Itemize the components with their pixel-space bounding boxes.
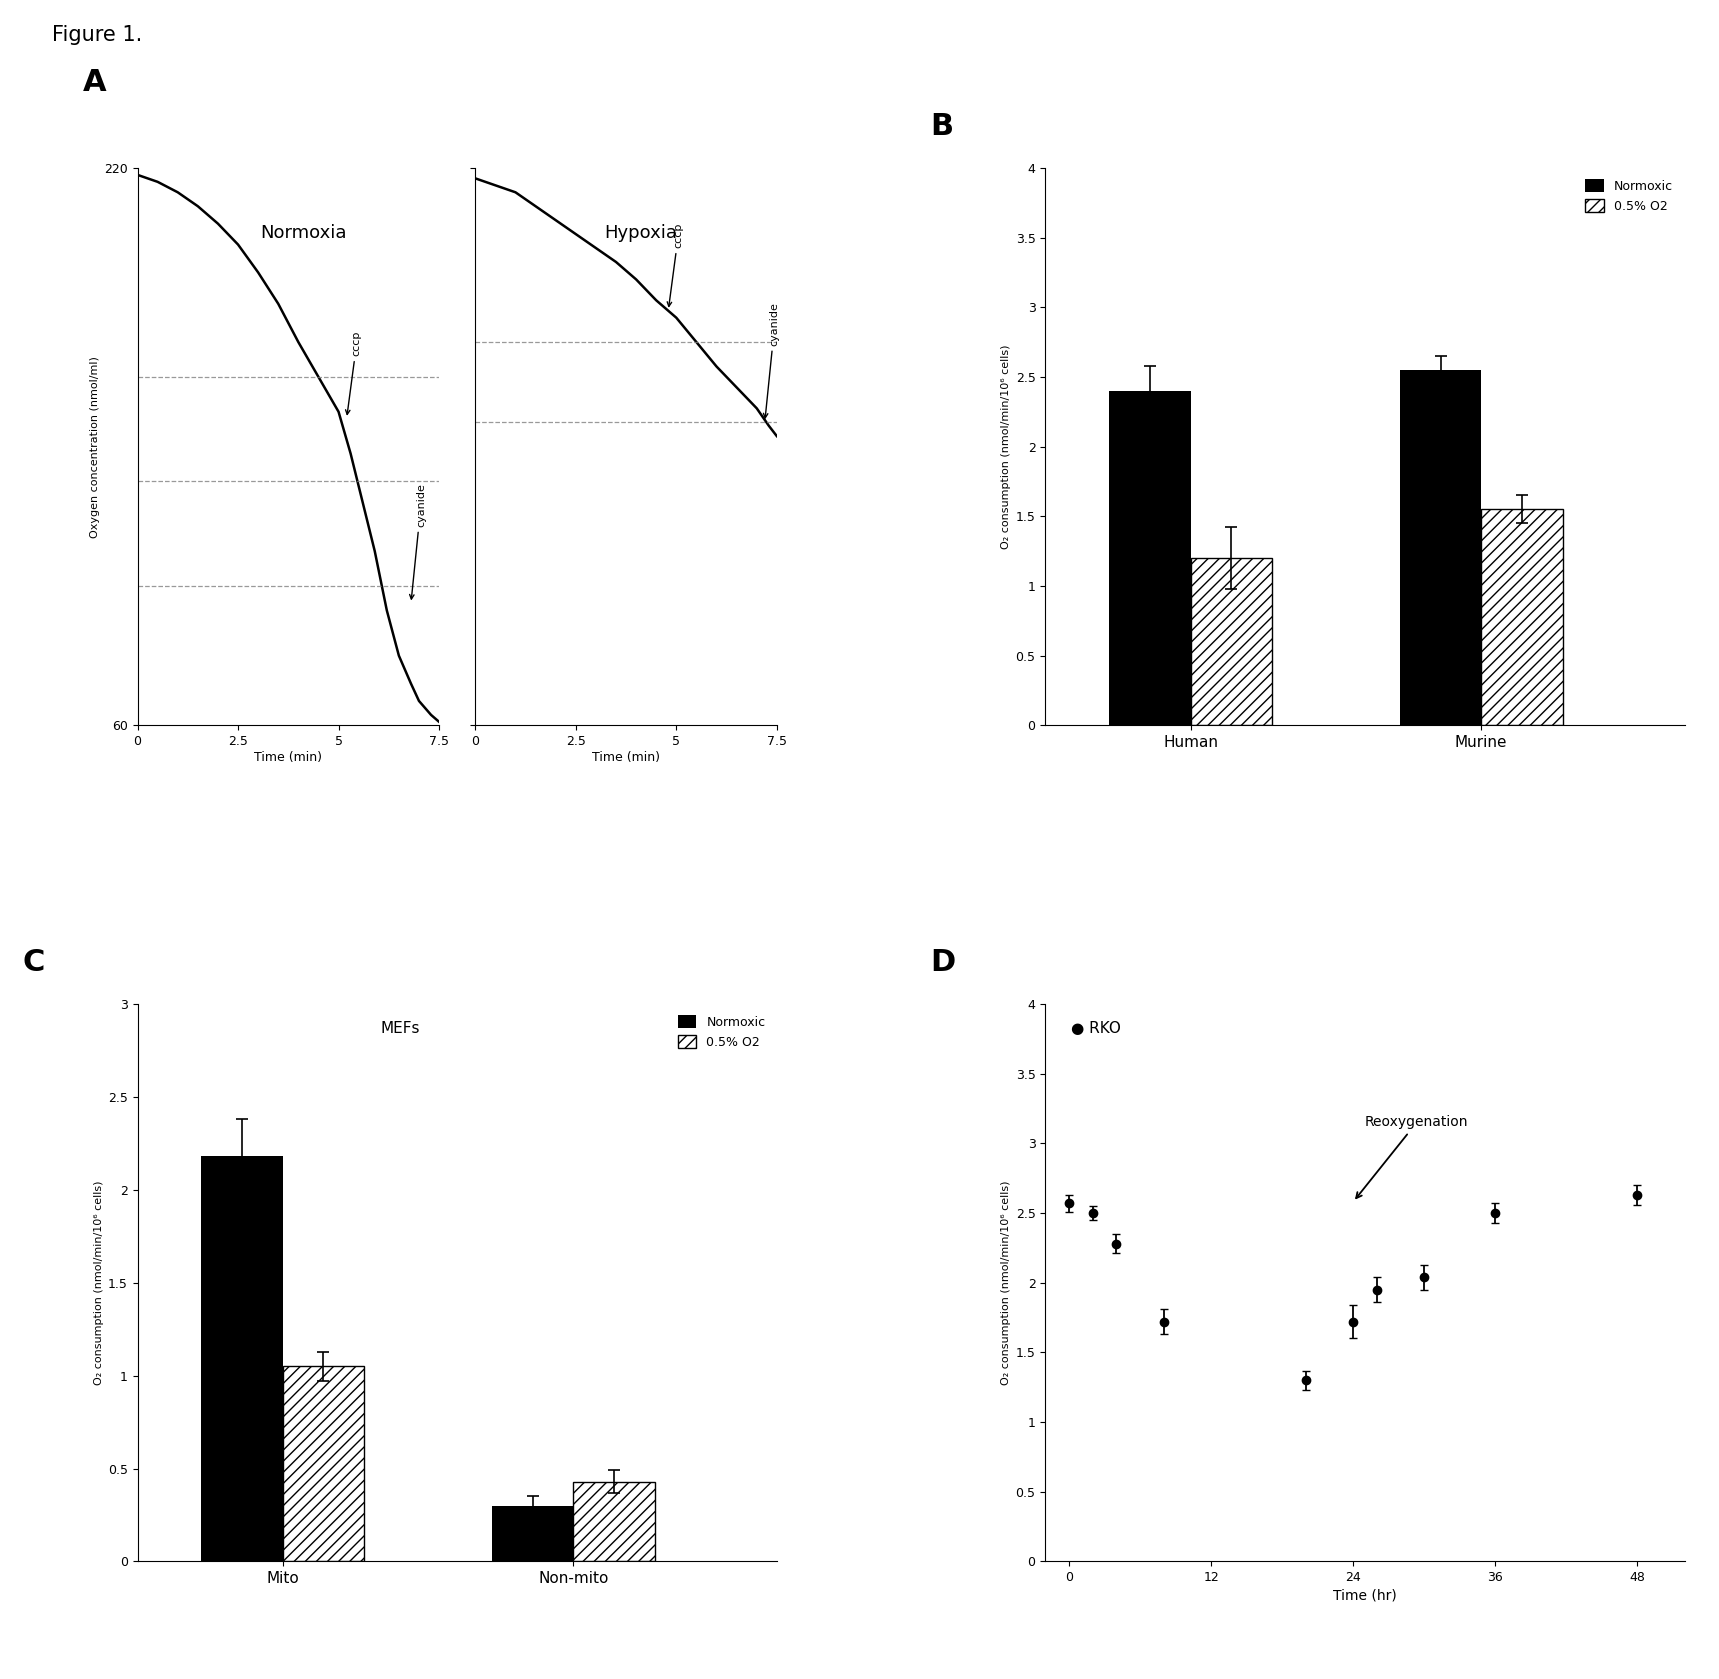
Text: cccp: cccp (346, 331, 361, 415)
Bar (1482, 509, 1563, 725)
Text: Normoxia: Normoxia (260, 223, 347, 242)
Text: Hypoxia: Hypoxia (605, 223, 677, 242)
Bar (284, 1367, 364, 1561)
Y-axis label: Oxygen concentration (nmol/ml): Oxygen concentration (nmol/ml) (89, 356, 100, 537)
Legend: Normoxic, 0.5% O2: Normoxic, 0.5% O2 (672, 1011, 770, 1054)
Text: C: C (22, 949, 45, 977)
Text: A: A (83, 67, 107, 97)
Text: B: B (930, 112, 954, 141)
Bar (1399, 369, 1482, 725)
Text: MEFs: MEFs (380, 1021, 419, 1036)
Y-axis label: O₂ consumption (nmol/min/10⁶ cells): O₂ consumption (nmol/min/10⁶ cells) (1002, 344, 1011, 549)
X-axis label: Time (hr): Time (hr) (1334, 1588, 1398, 1602)
Y-axis label: O₂ consumption (nmol/min/10⁶ cells): O₂ consumption (nmol/min/10⁶ cells) (93, 1180, 103, 1385)
X-axis label: Time (min): Time (min) (254, 751, 321, 764)
Text: Reoxygenation: Reoxygenation (1356, 1115, 1468, 1199)
Text: cccp: cccp (667, 223, 684, 307)
Bar (574, 1481, 655, 1561)
Bar (201, 1157, 284, 1561)
Text: ● RKO: ● RKO (1071, 1021, 1121, 1036)
Text: cyanide: cyanide (763, 302, 780, 418)
Legend: Normoxic, 0.5% O2: Normoxic, 0.5% O2 (1580, 175, 1678, 218)
Text: D: D (930, 949, 956, 977)
Y-axis label: O₂ consumption (nmol/min/10⁶ cells): O₂ consumption (nmol/min/10⁶ cells) (1002, 1180, 1011, 1385)
Text: Figure 1.: Figure 1. (52, 25, 143, 45)
Text: cyanide: cyanide (409, 484, 426, 599)
Bar (1109, 391, 1191, 725)
Bar (492, 1506, 574, 1561)
X-axis label: Time (min): Time (min) (591, 751, 660, 764)
Bar (1191, 557, 1272, 725)
